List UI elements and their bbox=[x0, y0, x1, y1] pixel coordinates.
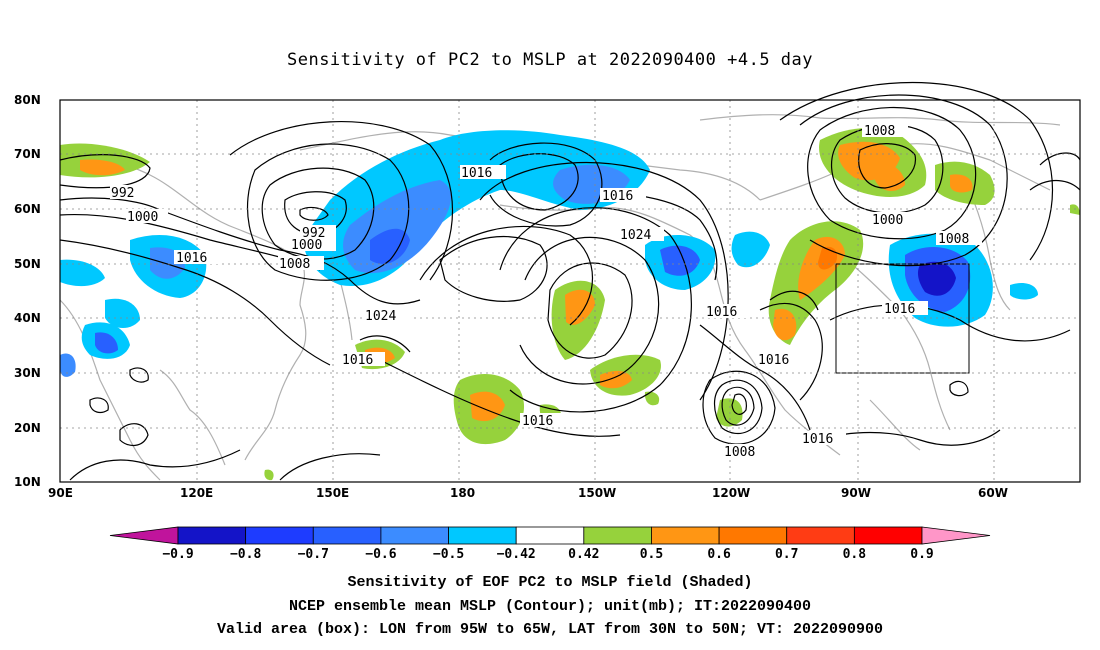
svg-text:1016: 1016 bbox=[884, 302, 915, 317]
svg-text:1016: 1016 bbox=[342, 353, 373, 368]
contour-label: 1008 bbox=[862, 123, 908, 139]
svg-text:1016: 1016 bbox=[758, 353, 789, 368]
lat-label: 40N bbox=[14, 311, 41, 325]
svg-text:1016: 1016 bbox=[176, 251, 207, 266]
svg-text:1024: 1024 bbox=[620, 228, 651, 243]
footer-line-2: NCEP ensemble mean MSLP (Contour); unit(… bbox=[288, 598, 812, 615]
svg-text:1008: 1008 bbox=[938, 232, 969, 247]
contour-label: 1024 bbox=[618, 227, 664, 243]
colorbar-swatch bbox=[380, 526, 449, 545]
lon-axis-labels: 90E 120E 150E 180 150W 120W 90W 60W bbox=[48, 486, 1008, 500]
lon-label: 60W bbox=[978, 486, 1008, 500]
colorbar-label: 0.9 bbox=[910, 547, 933, 562]
colorbar-label: 0.7 bbox=[775, 547, 798, 562]
colorbar-swatch bbox=[786, 526, 855, 545]
lon-label: 180 bbox=[450, 486, 475, 500]
lon-label: 120W bbox=[712, 486, 750, 500]
colorbar: −0.9 −0.8 −0.7 −0.6 −0.5 −0.42 0.42 0.5 0.6 0.7 0.… bbox=[109, 526, 991, 562]
contour-label: 1016 bbox=[460, 165, 506, 181]
svg-text:1024: 1024 bbox=[365, 309, 396, 324]
lon-label: 150W bbox=[578, 486, 616, 500]
svg-text:1000: 1000 bbox=[291, 238, 322, 253]
svg-text:1000: 1000 bbox=[127, 210, 158, 225]
colorbar-swatch bbox=[651, 526, 720, 545]
svg-text:1008: 1008 bbox=[864, 124, 895, 139]
contour-label: 1016 bbox=[341, 352, 385, 368]
contour-labels: 992 1000 1016 992 1000 1008 1016 1024 10… bbox=[110, 123, 982, 460]
lat-label: 30N bbox=[14, 366, 41, 380]
map-frame bbox=[59, 99, 1081, 483]
valid-area-box bbox=[835, 263, 970, 374]
colorbar-swatch bbox=[448, 526, 517, 545]
contour-label: 1000 bbox=[290, 237, 336, 253]
contour-label: 1000 bbox=[870, 212, 916, 228]
lat-label: 20N bbox=[14, 421, 41, 435]
colorbar-swatch bbox=[312, 526, 382, 545]
colorbar-arrow-right bbox=[921, 526, 991, 545]
gridlines bbox=[60, 100, 1080, 482]
lat-label: 60N bbox=[14, 202, 41, 216]
contour-label: 1016 bbox=[800, 431, 846, 447]
lon-label: 120E bbox=[180, 486, 213, 500]
contour-label: 1016 bbox=[520, 413, 566, 429]
contour-label: 1024 bbox=[364, 308, 410, 324]
lat-label: 70N bbox=[14, 147, 41, 161]
lat-label: 50N bbox=[14, 257, 41, 271]
lon-label: 90E bbox=[48, 486, 73, 500]
svg-text:1016: 1016 bbox=[522, 414, 553, 429]
lat-label: 80N bbox=[14, 93, 41, 107]
colorbar-swatch bbox=[177, 526, 247, 545]
colorbar-swatch bbox=[515, 526, 585, 545]
contour-label: 1008 bbox=[278, 256, 324, 272]
svg-text:1008: 1008 bbox=[724, 445, 755, 460]
colorbar-label: −0.42 bbox=[497, 547, 536, 562]
colorbar-swatch bbox=[853, 526, 923, 545]
svg-text:1016: 1016 bbox=[602, 189, 633, 204]
contour-label: 992 bbox=[110, 185, 144, 201]
lon-label: 150E bbox=[316, 486, 349, 500]
colorbar-swatch bbox=[583, 526, 652, 545]
contour-label: 1008 bbox=[936, 231, 982, 247]
svg-text:1008: 1008 bbox=[279, 257, 310, 272]
colorbar-label: 0.8 bbox=[843, 547, 867, 562]
contour-label: 1000 bbox=[126, 209, 168, 225]
footer-line-1: Sensitivity of EOF PC2 to MSLP field (Sh… bbox=[347, 574, 753, 591]
contour-label: 1008 bbox=[722, 444, 768, 460]
colorbar-swatch bbox=[245, 526, 314, 545]
contour-label: 1016 bbox=[882, 301, 928, 317]
colorbar-arrow-left bbox=[109, 526, 179, 545]
contour-label: 1016 bbox=[600, 188, 646, 204]
contour-label: 1016 bbox=[174, 250, 220, 266]
lat-axis-labels: 80N 70N 60N 50N 40N 30N 20N 10N bbox=[14, 93, 41, 489]
lon-label: 90W bbox=[841, 486, 871, 500]
colorbar-label: −0.6 bbox=[365, 547, 396, 562]
colorbar-swatch bbox=[718, 526, 788, 545]
contour-label: 1016 bbox=[756, 352, 802, 368]
svg-text:1016: 1016 bbox=[706, 305, 737, 320]
colorbar-label: 0.42 bbox=[568, 547, 599, 562]
colorbar-label: −0.5 bbox=[433, 547, 464, 562]
svg-text:992: 992 bbox=[111, 186, 134, 201]
colorbar-label: −0.9 bbox=[162, 547, 193, 562]
chart-title: Sensitivity of PC2 to MSLP at 2022090400… bbox=[286, 50, 813, 70]
colorbar-label: 0.5 bbox=[640, 547, 663, 562]
contour-label: 1016 bbox=[704, 304, 750, 320]
colorbar-label: 0.6 bbox=[707, 547, 731, 562]
colorbar-label: −0.8 bbox=[230, 547, 261, 562]
sensitivity-shading bbox=[60, 128, 1080, 481]
svg-text:1016: 1016 bbox=[461, 166, 492, 181]
lat-label: 10N bbox=[14, 475, 41, 489]
colorbar-label: −0.7 bbox=[298, 547, 329, 562]
svg-text:1016: 1016 bbox=[802, 432, 833, 447]
svg-text:1000: 1000 bbox=[872, 213, 903, 228]
footer-line-3: Valid area (box): LON from 95W to 65W, L… bbox=[216, 621, 884, 638]
